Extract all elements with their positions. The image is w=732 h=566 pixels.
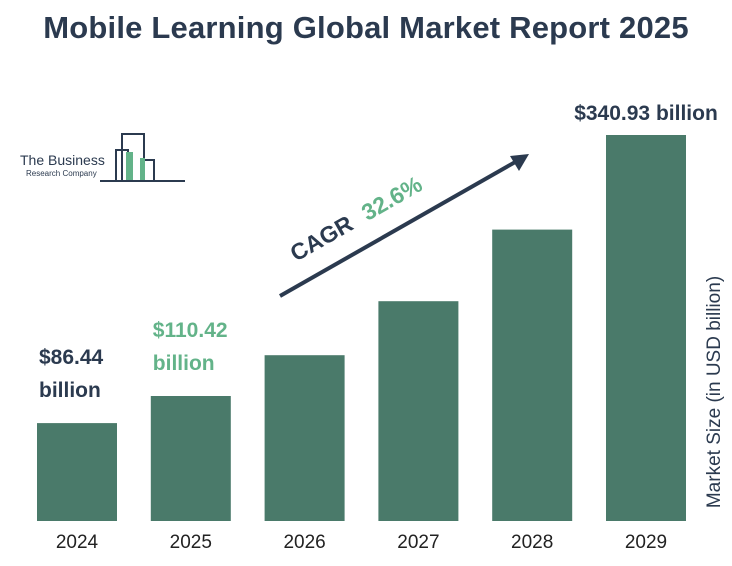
cagr-arrow-head xyxy=(510,154,529,171)
x-tick-label-2028: 2028 xyxy=(511,532,553,553)
data-label-2025-value: $110.42 xyxy=(153,319,228,342)
x-tick-label-2025: 2025 xyxy=(170,532,212,553)
company-logo: The Business Research Company xyxy=(20,128,190,188)
cagr-arrow-line xyxy=(279,159,518,298)
bar-2028 xyxy=(492,229,573,521)
bar-2027 xyxy=(378,301,459,521)
chart-title: Mobile Learning Global Market Report 202… xyxy=(43,10,689,45)
x-tick-label-2027: 2027 xyxy=(397,532,439,553)
data-labels: $86.44 billion $110.42 billion $340.93 billi… xyxy=(39,102,718,402)
cagr-annotation: CAGR 32.6% xyxy=(279,154,529,298)
bar-2025 xyxy=(150,396,231,521)
x-tick-label-2029: 2029 xyxy=(625,532,667,553)
x-tick-label-2024: 2024 xyxy=(56,532,99,553)
logo-text-line2: Research Company xyxy=(26,169,97,178)
data-label-2025-unit: billion xyxy=(153,352,215,375)
logo-bars-icon xyxy=(100,133,185,182)
bar-2024 xyxy=(37,423,117,521)
data-label-2024-unit: billion xyxy=(39,379,101,402)
data-label-2024-value: $86.44 xyxy=(39,346,104,369)
y-axis-label: Market Size (in USD billion) xyxy=(704,276,725,508)
bar-2029 xyxy=(606,135,686,521)
data-label-2029: $340.93 billion xyxy=(574,102,718,125)
data-label-2025: $110.42 billion xyxy=(153,319,228,375)
bar-2026 xyxy=(264,355,345,521)
x-tick-label-2026: 2026 xyxy=(283,532,325,553)
x-tick-labels: 2024 2025 2026 2027 2028 2029 xyxy=(56,532,667,553)
bars-layer xyxy=(37,135,686,521)
logo-text-line1: The Business xyxy=(20,152,105,168)
data-label-2024: $86.44 billion xyxy=(39,346,104,402)
